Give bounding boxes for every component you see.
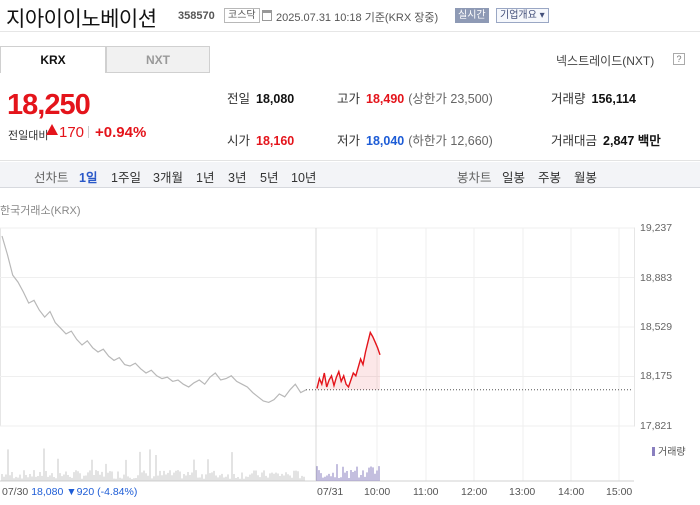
x-tick-label: 07/31 (317, 486, 344, 498)
prev-day-info: 07/30 18,080 ▼920 (-4.84%) (2, 486, 137, 498)
today-line (316, 330, 381, 389)
price-chart[interactable] (0, 218, 700, 505)
stat-label: 고가 (337, 92, 361, 106)
divider (0, 160, 700, 161)
period-1d[interactable]: 1일 (79, 171, 98, 185)
stat-value: 18,080 (256, 92, 295, 106)
y-tick-label: 18,175 (640, 370, 673, 382)
y-tick-label: 17,821 (640, 420, 673, 432)
tab-nxt[interactable]: NXT (106, 46, 210, 73)
stat-value: 18,490 (366, 92, 405, 106)
stat-label: 저가 (337, 134, 361, 148)
calendar-icon (262, 10, 272, 21)
x-tick-label: 11:00 (413, 486, 439, 498)
stock-name: 지아이이노베이션 (6, 8, 157, 31)
volume-legend-swatch (652, 447, 655, 456)
up-arrow-icon (46, 124, 58, 135)
stock-header: 지아이이노베이션 358570 코스닥 2025.07.31 10:18 기준(… (0, 0, 700, 31)
stat-label: 거래대금 (551, 134, 598, 148)
stat-high: 고가 18,490 (상한가 23,500) (337, 88, 493, 107)
stat-prev-close: 전일 18,080 (227, 88, 294, 107)
period-3y[interactable]: 3년 (228, 171, 247, 185)
stat-value: 18,160 (256, 134, 295, 148)
prev-day-change: ▼920 (66, 486, 95, 498)
prev-day-date: 07/30 (2, 486, 29, 498)
x-tick-label: 12:00 (461, 486, 488, 498)
stat-open: 시가 18,160 (227, 130, 294, 149)
divider (88, 126, 89, 138)
change-value: 170 (59, 124, 85, 141)
quote-timestamp: 2025.07.31 10:18 기준(KRX 장중) (276, 12, 439, 24)
volume-legend-label: 거래량 (658, 447, 686, 458)
stat-label: 전일 (227, 92, 251, 106)
volume-legend: 거래량 (652, 443, 686, 458)
current-price: 18,250 (7, 89, 91, 121)
candle-monthly[interactable]: 월봉 (574, 171, 598, 185)
nextrade-link[interactable]: 넥스트레이드(NXT) (556, 54, 655, 68)
tab-krx[interactable]: KRX (0, 46, 106, 73)
stock-code: 358570 (178, 10, 215, 22)
stat-label: 거래량 (551, 92, 586, 106)
y-tick-label: 18,883 (640, 272, 673, 284)
prev-day-close: 18,080 (31, 486, 64, 498)
period-5y[interactable]: 5년 (260, 171, 279, 185)
help-icon[interactable]: ? (673, 53, 685, 65)
period-1y[interactable]: 1년 (196, 171, 215, 185)
stat-label: 시가 (227, 134, 251, 148)
prev-day-rate: (-4.84%) (97, 486, 138, 498)
upper-limit: (상한가 23,500) (408, 92, 493, 106)
candle-chart-label: 봉차트 (457, 171, 492, 185)
stat-value: 156,114 (591, 92, 637, 106)
period-10y[interactable]: 10년 (291, 171, 317, 185)
x-tick-label: 15:00 (606, 486, 633, 498)
y-tick-label: 19,237 (640, 222, 673, 234)
realtime-button[interactable]: 실시간 (455, 8, 489, 23)
market-badge: 코스닥 (224, 8, 260, 23)
chart-source: 한국거래소(KRX) (0, 205, 81, 217)
lower-limit: (하한가 12,660) (408, 134, 493, 148)
stat-value: 18,040 (366, 134, 405, 148)
period-1w[interactable]: 1주일 (111, 171, 141, 185)
divider (0, 31, 700, 32)
change-rate: +0.94% (95, 124, 147, 141)
chart-period-bar: 선차트 1일 1주일 3개월 1년 3년 5년 10년 봉차트 일봉 주봉 월봉 (0, 162, 700, 188)
stat-volume: 거래량 156,114 (551, 88, 636, 107)
stat-value: 2,847 백만 (603, 134, 661, 148)
stat-low: 저가 18,040 (하한가 12,660) (337, 130, 493, 149)
period-3m[interactable]: 3개월 (153, 171, 183, 185)
y-tick-label: 18,529 (640, 321, 673, 333)
x-tick-label: 13:00 (509, 486, 536, 498)
today-area (317, 332, 380, 390)
candle-daily[interactable]: 일봉 (502, 171, 526, 185)
line-chart-label: 선차트 (34, 171, 69, 185)
stat-amount: 거래대금 2,847 백만 (551, 130, 661, 149)
x-tick-label: 10:00 (364, 486, 391, 498)
candle-weekly[interactable]: 주봉 (538, 171, 562, 185)
change-label: 전일대비 (8, 130, 49, 142)
prev-day-line (1, 235, 307, 404)
company-info-button[interactable]: 기업개요 ▾ (496, 8, 549, 23)
x-tick-label: 14:00 (558, 486, 585, 498)
